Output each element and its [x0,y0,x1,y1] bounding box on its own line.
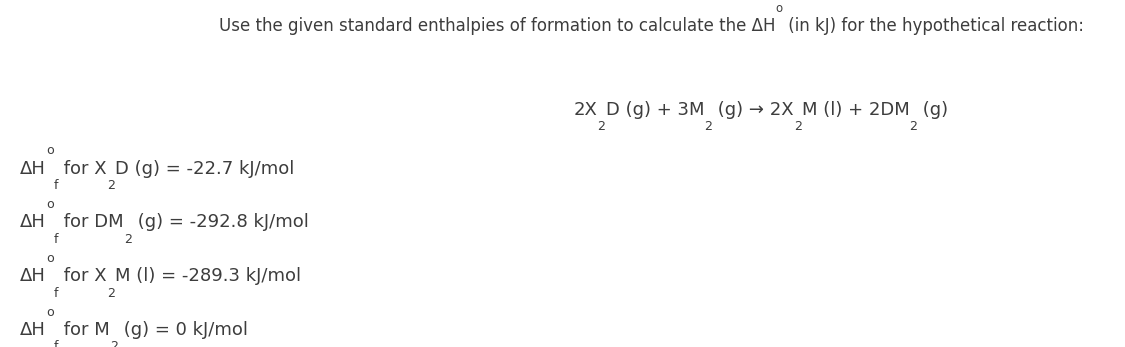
Text: for M: for M [58,321,110,339]
Text: ΔH: ΔH [20,160,46,178]
Text: o: o [776,2,783,15]
Text: f: f [54,179,58,192]
Text: 2: 2 [107,287,115,300]
Text: 2: 2 [110,340,118,347]
Text: ΔH: ΔH [20,321,46,339]
Text: M (l) = -289.3 kJ/mol: M (l) = -289.3 kJ/mol [115,267,302,285]
Text: 2: 2 [909,120,918,133]
Text: f: f [54,233,58,246]
Text: 2: 2 [124,233,132,246]
Text: 2: 2 [704,120,712,133]
Text: for DM: for DM [58,213,124,231]
Text: ΔH: ΔH [20,213,46,231]
Text: 2: 2 [597,120,605,133]
Text: o: o [46,144,54,158]
Text: ΔH: ΔH [20,267,46,285]
Text: (g) = 0 kJ/mol: (g) = 0 kJ/mol [118,321,249,339]
Text: 2X: 2X [574,101,597,119]
Text: o: o [46,252,54,265]
Text: for X: for X [58,160,107,178]
Text: D (g) = -22.7 kJ/mol: D (g) = -22.7 kJ/mol [115,160,295,178]
Text: o: o [46,306,54,319]
Text: f: f [54,340,58,347]
Text: (g): (g) [918,101,948,119]
Text: (g) → 2X: (g) → 2X [712,101,794,119]
Text: Use the given standard enthalpies of formation to calculate the ΔH: Use the given standard enthalpies of for… [219,17,776,35]
Text: 2: 2 [794,120,802,133]
Text: f: f [54,287,58,300]
Text: M (l) + 2DM: M (l) + 2DM [802,101,909,119]
Text: 2: 2 [107,179,115,192]
Text: o: o [46,198,54,211]
Text: (in kJ) for the hypothetical reaction:: (in kJ) for the hypothetical reaction: [783,17,1084,35]
Text: (g) = -292.8 kJ/mol: (g) = -292.8 kJ/mol [132,213,309,231]
Text: for X: for X [58,267,107,285]
Text: D (g) + 3M: D (g) + 3M [605,101,704,119]
